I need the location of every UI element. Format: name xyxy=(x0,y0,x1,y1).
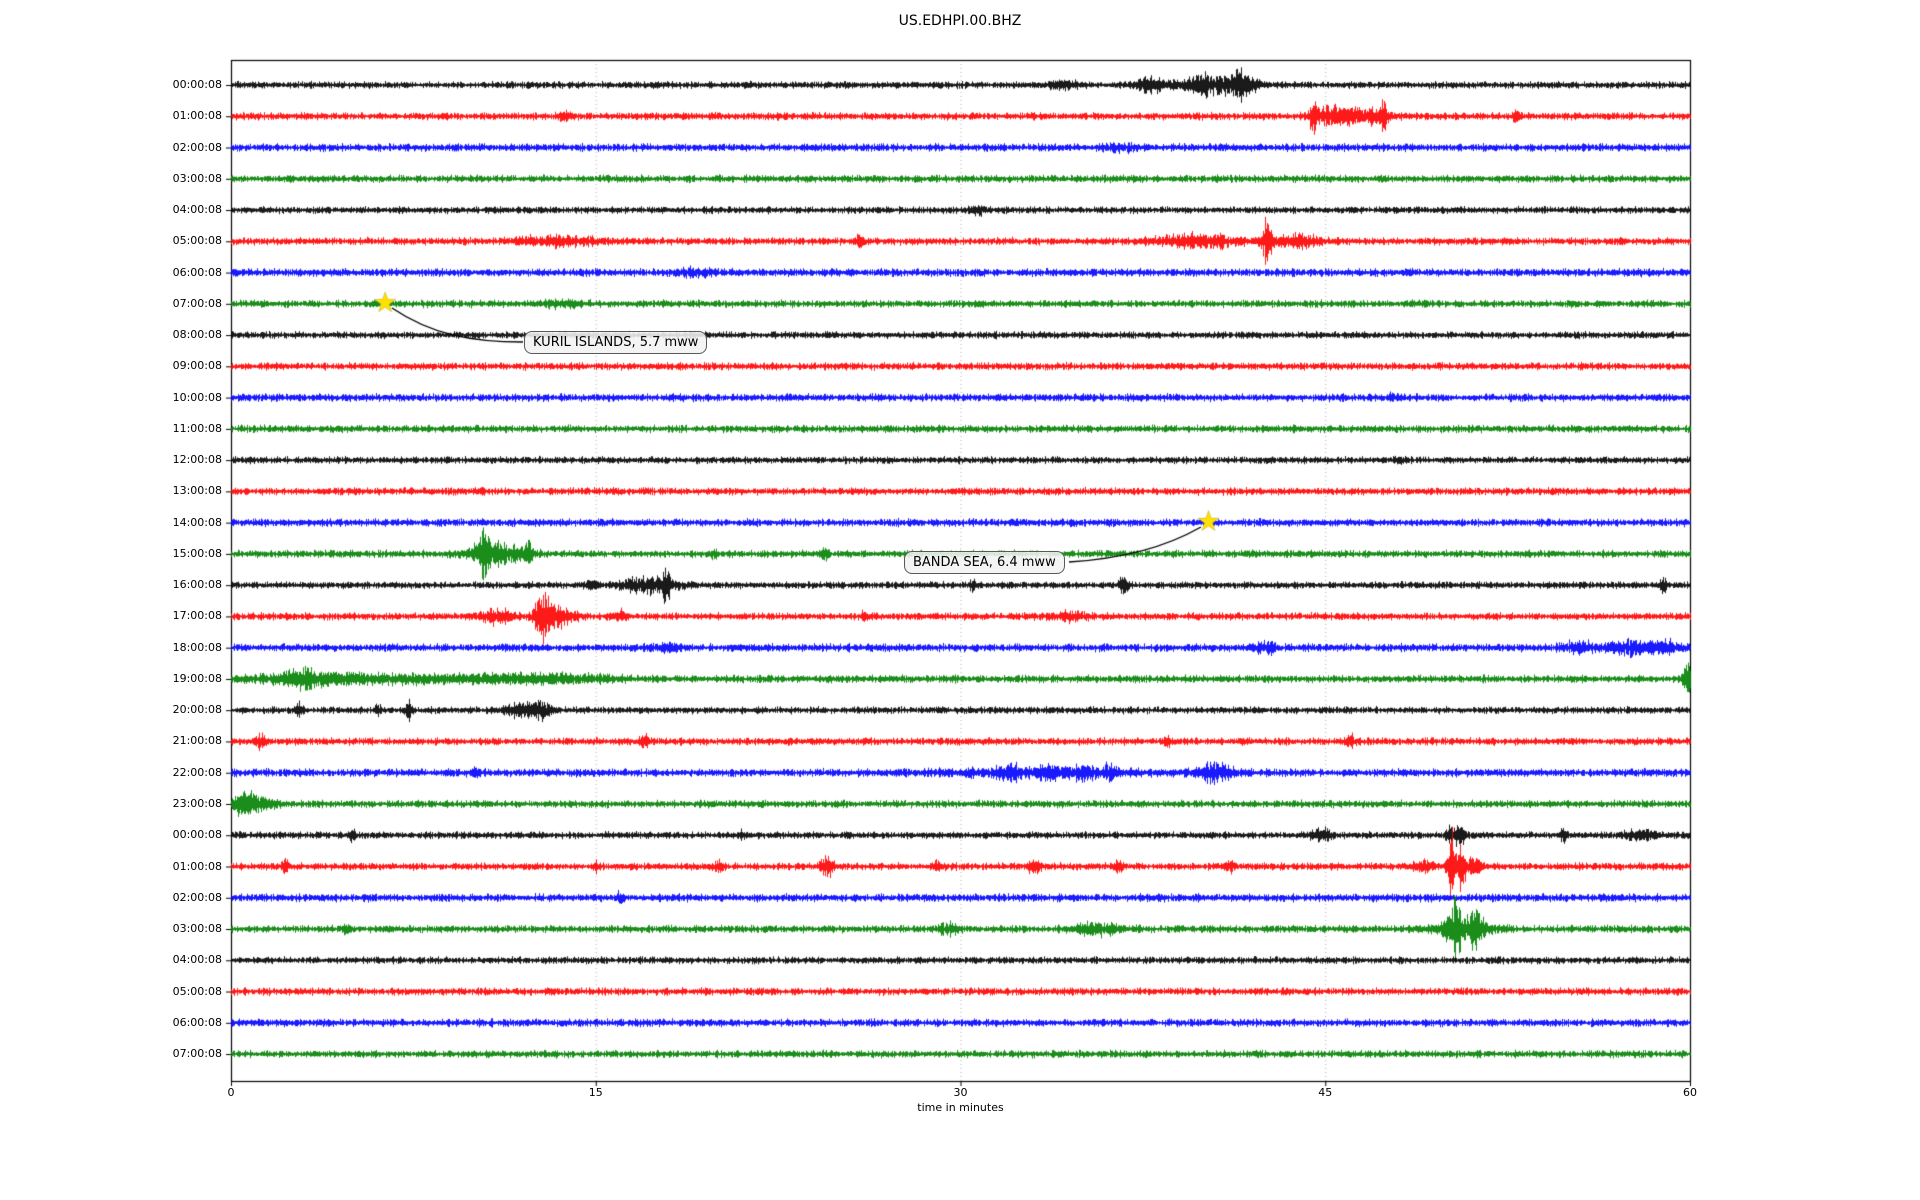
y-tick-label: 20:00:08 xyxy=(172,703,222,717)
y-tick-label: 15:00:08 xyxy=(172,546,222,560)
y-tick-label: 05:00:08 xyxy=(172,984,222,998)
y-tick-label: 12:00:08 xyxy=(172,453,222,467)
y-tick-label: 17:00:08 xyxy=(172,609,222,623)
y-tick-label: 03:00:08 xyxy=(172,922,222,936)
y-tick-label: 21:00:08 xyxy=(172,734,222,748)
y-tick-label: 14:00:08 xyxy=(172,515,222,529)
y-tick-label: 07:00:08 xyxy=(172,296,222,310)
y-tick-label: 04:00:08 xyxy=(172,203,222,217)
y-tick-label: 07:00:08 xyxy=(172,1047,222,1061)
y-tick-label: 19:00:08 xyxy=(172,671,222,685)
y-tick-label: 23:00:08 xyxy=(172,796,222,810)
y-tick-label: 08:00:08 xyxy=(172,328,222,342)
y-tick-label: 00:00:08 xyxy=(172,78,222,91)
y-tick-label: 01:00:08 xyxy=(172,859,222,873)
x-tick-label: 15 xyxy=(588,1086,603,1099)
y-tick-label: 05:00:08 xyxy=(172,234,222,248)
y-tick-label: 02:00:08 xyxy=(172,890,222,904)
y-tick-label: 22:00:08 xyxy=(172,765,222,779)
y-tick-label: 18:00:08 xyxy=(172,640,222,654)
x-tick-label: 45 xyxy=(1318,1086,1333,1099)
y-tick-label: 01:00:08 xyxy=(172,109,222,123)
y-tick-label: 10:00:08 xyxy=(172,390,222,404)
y-tick-label: 06:00:08 xyxy=(172,1015,222,1029)
x-tick-label: 30 xyxy=(953,1086,968,1099)
plot-title: US.EDHPI.00.BHZ xyxy=(898,13,1022,29)
y-tick-label: 16:00:08 xyxy=(172,578,222,592)
y-tick-label: 03:00:08 xyxy=(172,171,222,185)
event-annotation-banda-sea: BANDA SEA, 6.4 mww xyxy=(904,551,1065,574)
y-tick-label: 04:00:08 xyxy=(172,953,222,967)
x-axis-title: time in minutes xyxy=(917,1101,1004,1114)
y-tick-label: 13:00:08 xyxy=(172,484,222,498)
y-tick-label: 06:00:08 xyxy=(172,265,222,279)
y-tick-label: 09:00:08 xyxy=(172,359,222,373)
x-tick-label: 60 xyxy=(1683,1086,1697,1099)
y-tick-label: 11:00:08 xyxy=(172,421,222,435)
y-tick-label: 00:00:08 xyxy=(172,828,222,842)
x-tick-label: 0 xyxy=(227,1086,235,1099)
event-annotation-kuril-islands: KURIL ISLANDS, 5.7 mww xyxy=(524,331,708,354)
y-tick-label: 02:00:08 xyxy=(172,140,222,154)
